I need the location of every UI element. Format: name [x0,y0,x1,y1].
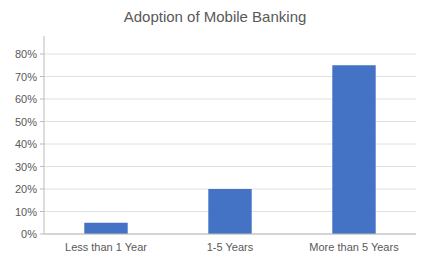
x-tick-label: Less than 1 Year [65,241,147,253]
y-tick-label: 30% [15,161,37,173]
y-tick [40,189,44,190]
y-tick-label: 60% [15,93,37,105]
y-axis: 0% 10% 20% 30% 40% 50% 60% 70% 80% [15,36,44,240]
y-tick [40,54,44,55]
bars [84,65,375,234]
y-tick-label: 20% [15,183,37,195]
grid-line [44,234,416,235]
bar [332,65,375,234]
chart-container: Adoption of Mobile Banking 0% 10% 20% 30% 40%… [0,0,430,264]
y-tick-label: 40% [15,138,37,150]
y-tick [40,211,44,212]
y-tick [40,121,44,122]
y-tick [40,144,44,145]
y-tick [40,166,44,167]
grid [44,54,416,234]
bar [84,223,127,234]
x-axis-line [44,234,416,235]
x-tick-label: 1-5 Years [207,241,254,253]
y-tick-label: 70% [15,71,37,83]
y-tick-label: 50% [15,116,37,128]
chart-title: Adoption of Mobile Banking [124,8,307,25]
y-axis-line [44,36,45,234]
x-axis: Less than 1 Year 1-5 Years More than 5 Yea… [44,234,416,253]
chart-svg: Adoption of Mobile Banking 0% 10% 20% 30% 40%… [0,0,430,264]
y-tick [40,234,44,235]
grid-line [44,54,416,55]
x-tick-label: More than 5 Years [309,241,399,253]
bar [208,189,251,234]
y-tick [40,76,44,77]
y-tick-label: 10% [15,206,37,218]
page: {"chart_data": {"type": "bar", "title": … [0,0,430,264]
y-tick [40,99,44,100]
y-tick-label: 80% [15,48,37,60]
y-tick-label: 0% [21,228,37,240]
